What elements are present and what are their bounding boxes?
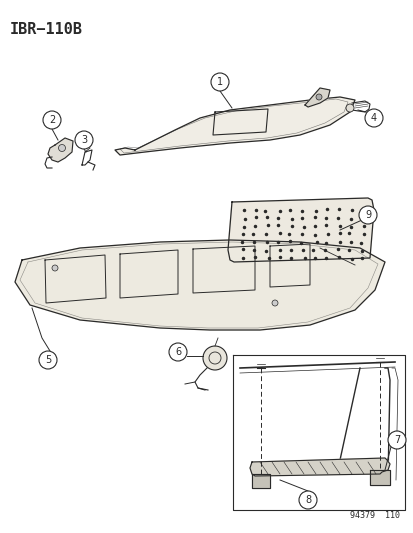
Text: 6: 6 xyxy=(175,347,180,357)
Circle shape xyxy=(387,431,405,449)
Circle shape xyxy=(211,73,228,91)
Polygon shape xyxy=(304,88,329,107)
Text: 3: 3 xyxy=(81,135,87,145)
Polygon shape xyxy=(252,474,269,488)
Text: 4: 4 xyxy=(370,113,376,123)
Text: 5: 5 xyxy=(45,355,51,365)
Circle shape xyxy=(202,346,226,370)
Text: 7: 7 xyxy=(393,435,399,445)
Circle shape xyxy=(298,491,316,509)
Circle shape xyxy=(315,94,321,100)
Text: 2: 2 xyxy=(49,115,55,125)
Circle shape xyxy=(52,265,58,271)
Circle shape xyxy=(364,109,382,127)
Polygon shape xyxy=(228,198,373,262)
Polygon shape xyxy=(48,138,73,162)
Circle shape xyxy=(43,111,61,129)
Text: 9: 9 xyxy=(364,210,370,220)
Circle shape xyxy=(271,300,277,306)
Circle shape xyxy=(345,104,353,112)
Text: 94379  110: 94379 110 xyxy=(349,511,399,520)
Text: 1: 1 xyxy=(216,77,223,87)
Polygon shape xyxy=(115,97,354,155)
Circle shape xyxy=(39,351,57,369)
Circle shape xyxy=(169,343,187,361)
Text: IBR−110B: IBR−110B xyxy=(10,22,83,37)
Text: 8: 8 xyxy=(304,495,310,505)
Polygon shape xyxy=(249,458,389,476)
Circle shape xyxy=(75,131,93,149)
Circle shape xyxy=(58,144,65,151)
Circle shape xyxy=(358,206,376,224)
Polygon shape xyxy=(15,240,384,330)
Polygon shape xyxy=(369,470,389,485)
